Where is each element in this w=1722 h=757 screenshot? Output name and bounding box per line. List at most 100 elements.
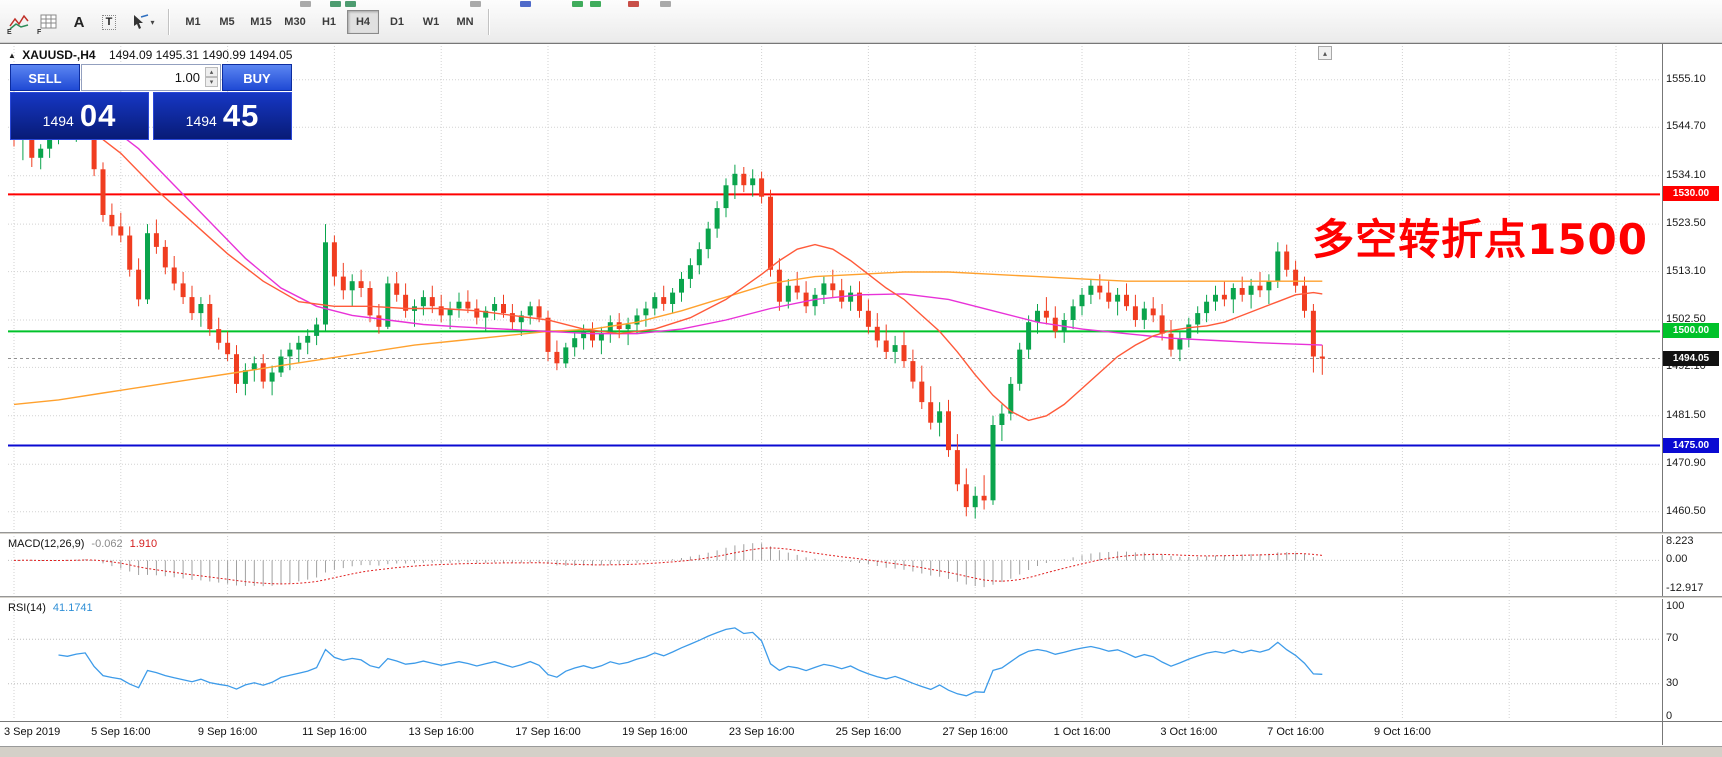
cropped-icon-fragment (330, 1, 341, 7)
chart-ohlc-values: 1494.09 1495.31 1490.99 1494.05 (108, 48, 293, 62)
timeframe-m5[interactable]: M5 (219, 16, 235, 28)
price-axis-label: 1513.10 (1666, 264, 1706, 277)
time-axis-label: 23 Sep 16:00 (728, 726, 795, 738)
cropped-icon-fragment (660, 1, 671, 7)
ma-fast-red (49, 116, 1323, 422)
cursor-arrow-icon (134, 14, 149, 29)
rsi-panel-separator[interactable] (0, 596, 1722, 599)
cropped-icon-fragment (572, 1, 583, 7)
icon-badge-f: F (37, 29, 42, 36)
price-axis-separator (1662, 44, 1663, 745)
timeframe-w1[interactable]: W1 (422, 16, 440, 28)
timeframe-d1[interactable]: D1 (389, 16, 405, 28)
volume-field[interactable]: 1.00 ▴ ▾ (81, 64, 221, 91)
time-axis-label: 13 Sep 16:00 (408, 726, 474, 738)
cropped-icon-fragment (590, 1, 601, 7)
buy-button[interactable]: BUY (222, 64, 292, 91)
rsi-axis-label: 0 (1666, 710, 1673, 722)
time-axis-label: 3 Oct 16:00 (1160, 726, 1218, 738)
macd-name: MACD(12,26,9) (8, 538, 85, 550)
volume-increase-button[interactable]: ▴ (205, 67, 218, 77)
ma-slow-orange (13, 271, 1323, 406)
volume-decrease-button[interactable]: ▾ (205, 77, 218, 87)
sell-button[interactable]: SELL (10, 64, 80, 91)
chevron-down-icon: ▾ (150, 17, 155, 27)
time-axis-label: 17 Sep 16:00 (515, 726, 581, 738)
cropped-icon-fragment (520, 1, 531, 7)
sell-price-big: 04 (79, 98, 117, 133)
cropped-icon-fragment (470, 1, 481, 7)
time-axis-label: 1 Oct 16:00 (1053, 726, 1111, 738)
macd-axis-label: 8.223 (1666, 535, 1694, 548)
sell-price-display[interactable]: 1494 04 (10, 92, 149, 140)
macd-main-value: -0.062 (91, 538, 123, 550)
rsi-indicator-label: RSI(14) 41.1741 (8, 602, 93, 614)
toolbar-separator (168, 9, 170, 35)
timeframe-m1[interactable]: M1 (185, 16, 201, 28)
time-axis-label: 27 Sep 16:00 (942, 726, 1008, 738)
timeframe-mn[interactable]: MN (456, 16, 474, 28)
rsi-axis-label: 70 (1666, 632, 1679, 645)
chart-top-border (0, 43, 1722, 44)
price-axis-label: 1502.50 (1666, 312, 1706, 325)
rsi-value: 41.1741 (52, 602, 93, 614)
buy-price-big: 45 (222, 98, 260, 133)
price-axis-label: 1481.50 (1666, 408, 1706, 421)
chart-symbol-label: XAUUSD-,H4 (22, 48, 96, 62)
current-price-badge: 1494.05 (1663, 350, 1719, 366)
zigzag-icon (9, 14, 29, 30)
macd-signal-value: 1.910 (129, 538, 158, 550)
price-level-badge: 1475.00 (1663, 437, 1719, 453)
toolbar: E F A T ▾ (0, 0, 1722, 43)
cropped-toolbar-icons (0, 0, 1722, 8)
price-axis-label: 1534.10 (1666, 168, 1706, 181)
sell-price-small: 1494 (42, 113, 74, 129)
cropped-icon-fragment (300, 1, 311, 7)
volume-value[interactable]: 1.00 (174, 70, 200, 85)
rsi-name: RSI(14) (8, 602, 46, 614)
grid-tool-button[interactable]: F (35, 9, 63, 36)
macd-indicator-label: MACD(12,26,9) -0.062 1.910 (8, 538, 157, 550)
text-label-icon: A (73, 13, 85, 31)
toolbar-separator (488, 9, 490, 35)
arrow-tools-button[interactable]: ▾ (125, 9, 161, 35)
indicator-tool-button[interactable]: E (5, 9, 33, 36)
timeframe-h1[interactable]: H1 (321, 16, 337, 28)
icon-badge-e: E (7, 29, 12, 36)
time-axis-label: 5 Sep 16:00 (91, 726, 151, 738)
rsi-axis-label: 30 (1666, 676, 1679, 689)
price-axis-label: 1544.70 (1666, 120, 1706, 133)
grid-icon (40, 14, 57, 29)
volume-stepper: ▴ ▾ (205, 67, 218, 87)
one-click-trading-panel: SELL 1.00 ▴ ▾ BUY 1494 04 1494 45 (10, 64, 292, 140)
time-axis-label: 25 Sep 16:00 (835, 726, 902, 738)
expand-triangle-icon[interactable]: ▲ (8, 51, 16, 60)
chart-scroll-up-button[interactable]: ▴ (1318, 46, 1332, 60)
textbox-icon: T (101, 14, 117, 30)
timeframe-m15[interactable]: M15 (250, 16, 272, 28)
price-level-badge: 1500.00 (1663, 323, 1719, 339)
ma-mid-magenta (67, 106, 1323, 346)
price-axis-label: 1523.50 (1666, 217, 1706, 230)
macd-axis-label: -12.917 (1666, 581, 1704, 594)
time-axis-label: 9 Sep 16:00 (197, 726, 258, 738)
buy-price-display[interactable]: 1494 45 (153, 92, 292, 140)
textbox-tool-button[interactable]: T (95, 9, 123, 35)
timeframe-h4[interactable]: H4 (347, 10, 379, 34)
time-axis-label: 11 Sep 16:00 (302, 726, 367, 738)
time-axis-label: 7 Oct 16:00 (1267, 726, 1325, 738)
time-axis-border (0, 721, 1722, 722)
cropped-icon-fragment (628, 1, 639, 7)
price-axis-label: 1460.50 (1666, 504, 1706, 517)
time-axis-label: 9 Oct 16:00 (1373, 726, 1431, 738)
rsi-axis-label: 100 (1666, 600, 1685, 612)
timeframe-m30[interactable]: M30 (284, 16, 306, 28)
macd-panel-separator[interactable] (0, 532, 1722, 535)
text-label-tool-button[interactable]: A (65, 9, 93, 35)
price-axis-label: 1470.90 (1666, 457, 1706, 470)
price-axis-label: 1555.10 (1666, 72, 1706, 85)
timeframe-group: M1 M5 M15 M30 H1 H4 D1 W1 MN (176, 10, 482, 34)
chart-annotation-text: 多空转折点1500 (1312, 215, 1648, 264)
